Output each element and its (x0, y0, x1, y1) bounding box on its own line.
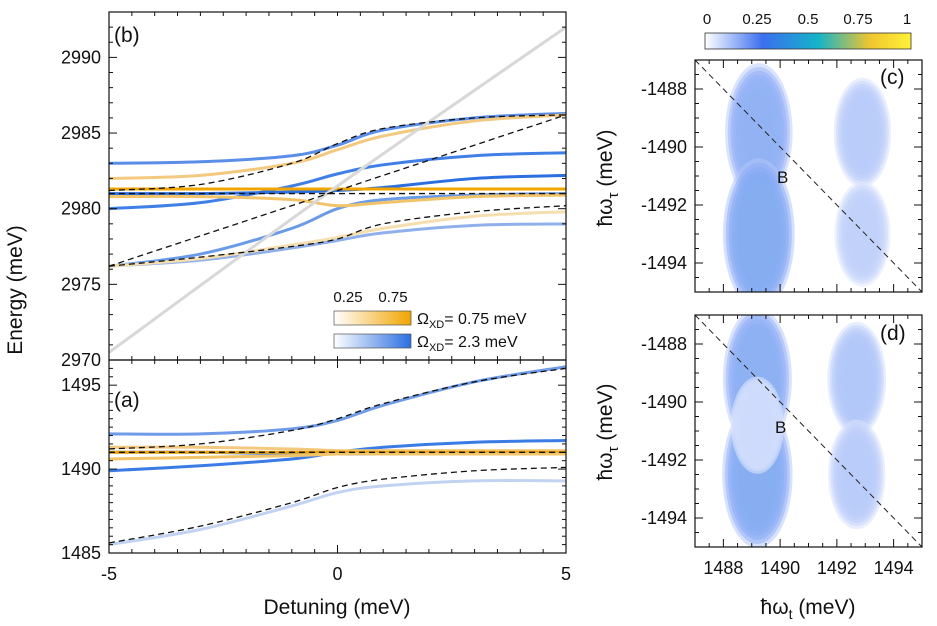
y-axis-label-d-unit: (meV) (594, 383, 617, 446)
panel-c (695, 60, 922, 292)
ytick-label-c-2: -1492 (641, 195, 687, 215)
series-a-bare-upper (109, 367, 566, 450)
ytick-label-d-1: -1490 (641, 392, 687, 412)
y-axis-label-c: ħωτ (meV) (594, 129, 622, 226)
series-b-bare-upper (109, 114, 566, 192)
colorbar-tick-2: 0.5 (798, 11, 819, 28)
panel-b (109, 25, 566, 354)
panel-label-d: (d) (880, 322, 906, 345)
panel-label-b: (b) (114, 24, 140, 47)
ytick-label-b-1: 2975 (61, 274, 101, 294)
heat-peak-c-0-level-1 (725, 63, 793, 202)
series-b-bare-diagonal (109, 114, 566, 267)
series-b-blue-bottom (109, 222, 566, 268)
diagonal-line-c (695, 60, 922, 292)
axes-layer: 2970 2975 2980 2985 2990 1485 1490 1495 -1488 -14… (61, 11, 923, 584)
annotation-b-c: B (777, 168, 788, 187)
panel-label-c: (c) (880, 66, 905, 89)
series-b-bare-lower (109, 205, 566, 267)
heat-peak-c-2-level-1 (833, 77, 892, 188)
legend-swatch-orange (333, 310, 412, 326)
legend-scale-tick-0: 0.25 (333, 289, 362, 306)
y-axis-label-c-sub: τ (605, 192, 622, 198)
ytick-label-c-1: -1490 (641, 137, 687, 157)
legend-entry-orange-main: Ω (417, 311, 429, 328)
ytick-label-b-0: 2970 (61, 350, 101, 370)
legend-entry-blue-suffix: = 2.3 meV (444, 334, 518, 351)
y-axis-label-energy: Energy (meV) (4, 225, 27, 355)
panel-d (695, 315, 922, 547)
series-b-blue-mid-up (109, 151, 566, 211)
series-a-orange-top (109, 445, 566, 453)
series-b-orange-top (109, 113, 566, 180)
series-a-blue-mid-up (109, 439, 566, 473)
colorbar-tick-1: 0.25 (742, 11, 771, 28)
series-a-orange-low (109, 452, 566, 461)
legend-scale-tick-1: 0.75 (378, 289, 407, 306)
legend: 0.25 0.75 ΩXD= 0.75 meV ΩXD= 2.3 meV (333, 289, 526, 354)
series-b-blue-low-diag (109, 192, 566, 268)
xtick-label-a-0: -5 (101, 564, 117, 584)
annotation-b-d: B (775, 418, 786, 437)
series-b-faint-diagonal (109, 25, 566, 354)
y-axis-label-c-main: ħω (594, 198, 617, 226)
xtick-label-d-2: 1492 (817, 558, 857, 578)
heat-peak-c-1-level-1 (722, 158, 795, 292)
ytick-label-b-2: 2980 (61, 199, 101, 219)
colorbar-tick-3: 0.75 (843, 11, 872, 28)
legend-entry-orange: ΩXD= 0.75 meV (417, 311, 527, 331)
colorbar (704, 32, 912, 50)
ytick-label-d-3: -1494 (641, 508, 687, 528)
series-a-blue-top (109, 365, 566, 436)
series-a-bare-lower (109, 466, 566, 544)
ytick-label-b-3: 2985 (61, 123, 101, 143)
legend-entry-orange-suffix: = 0.75 meV (444, 311, 527, 328)
y-axis-label-c-unit: (meV) (594, 129, 617, 192)
colorbar-tick-4: 1 (903, 11, 911, 28)
xtick-label-d-0: 1488 (703, 558, 743, 578)
legend-entry-blue-sub: XD (429, 342, 444, 354)
x-axis-label-d: ħωt (meV) (761, 596, 856, 622)
series-a-blue-bottom (109, 478, 566, 547)
xtick-label-a-2: 5 (561, 564, 571, 584)
y-axis-label-d-main: ħω (594, 452, 617, 480)
heat-peak-c-3-level-1 (834, 181, 891, 287)
x-axis-label-d-main: ħω (761, 596, 789, 619)
series-b-orange-low (109, 193, 566, 208)
ytick-label-d-2: -1492 (641, 450, 687, 470)
xtick-label-d-3: 1494 (874, 558, 914, 578)
ytick-label-a-1: 1490 (61, 459, 101, 479)
ytick-label-c-0: -1488 (641, 79, 687, 99)
legend-entry-blue: ΩXD= 2.3 meV (417, 334, 518, 354)
x-axis-label-d-sub: t (789, 606, 793, 622)
ytick-label-d-0: -1488 (641, 334, 687, 354)
legend-swatch-blue (333, 333, 412, 349)
heat-peak-d-4-level-1 (828, 419, 886, 530)
diagonal-line-d (695, 315, 922, 547)
colorbar-tick-0: 0 (703, 11, 711, 28)
y-axis-label-d: ħωτ (meV) (594, 383, 622, 480)
heat-peak-d-3-level-1 (827, 321, 887, 436)
ytick-label-c-3: -1494 (641, 253, 687, 273)
panel-a (109, 365, 566, 547)
legend-entry-blue-main: Ω (417, 334, 429, 351)
xtick-label-d-1: 1490 (760, 558, 800, 578)
xtick-label-a-1: 0 (332, 564, 342, 584)
panel-label-a: (a) (114, 389, 140, 412)
series-b-orange-bottom (109, 210, 566, 268)
ytick-label-b-4: 2990 (61, 47, 101, 67)
heat-peak-d-2-level-1 (730, 376, 784, 474)
x-axis-label-d-unit: (meV) (792, 596, 855, 619)
legend-entry-orange-sub: XD (429, 319, 444, 331)
ytick-label-a-2: 1495 (61, 375, 101, 395)
y-axis-label-d-sub: τ (605, 446, 622, 452)
ytick-label-a-0: 1485 (61, 543, 101, 563)
x-axis-label-detuning: Detuning (meV) (263, 596, 410, 619)
